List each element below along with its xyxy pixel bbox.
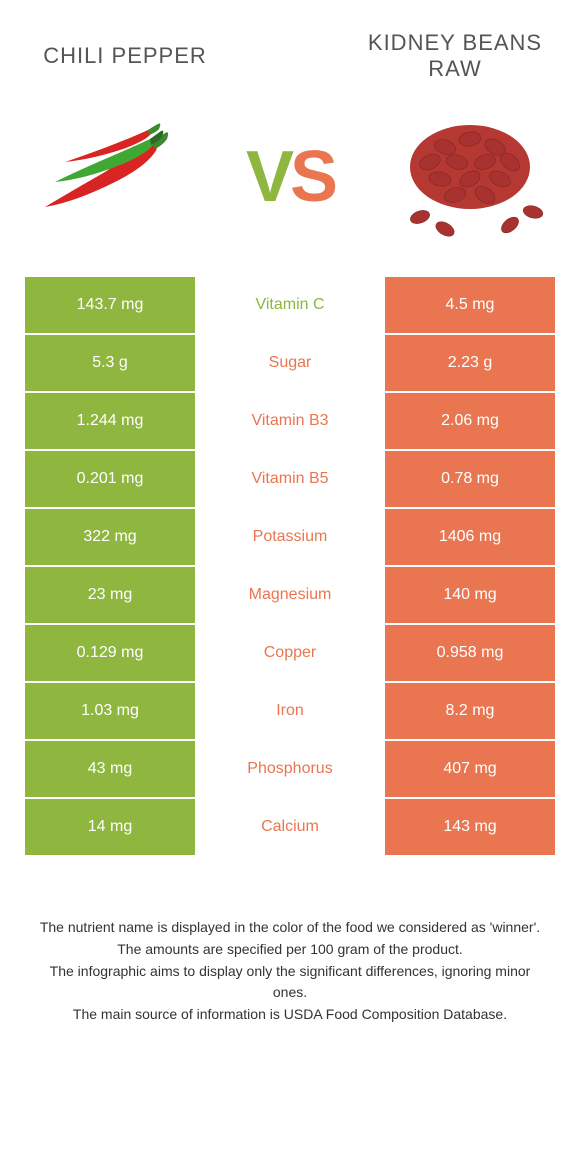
nutrient-label: Phosphorus — [195, 741, 385, 797]
right-value: 4.5 mg — [385, 277, 555, 333]
right-value: 0.958 mg — [385, 625, 555, 681]
right-value: 407 mg — [385, 741, 555, 797]
right-value: 0.78 mg — [385, 451, 555, 507]
table-row: 0.201 mgVitamin B50.78 mg — [25, 451, 555, 509]
right-value: 140 mg — [385, 567, 555, 623]
chili-pepper-image — [25, 107, 195, 247]
left-food-title: Chili pepper — [25, 43, 225, 69]
vs-label: VS — [246, 136, 334, 218]
right-value: 8.2 mg — [385, 683, 555, 739]
table-row: 322 mgPotassium1406 mg — [25, 509, 555, 567]
left-value: 0.201 mg — [25, 451, 195, 507]
right-value: 143 mg — [385, 799, 555, 855]
table-row: 43 mgPhosphorus407 mg — [25, 741, 555, 799]
left-value: 0.129 mg — [25, 625, 195, 681]
kidney-beans-image — [385, 107, 555, 247]
nutrient-label: Vitamin C — [195, 277, 385, 333]
footer-line: The nutrient name is displayed in the co… — [35, 917, 545, 938]
nutrient-table: 143.7 mgVitamin C4.5 mg5.3 gSugar2.23 g1… — [25, 277, 555, 857]
table-row: 14 mgCalcium143 mg — [25, 799, 555, 857]
footer-line: The amounts are specified per 100 gram o… — [35, 939, 545, 960]
right-food-title: Kidney beans raw — [355, 30, 555, 82]
right-value: 2.06 mg — [385, 393, 555, 449]
nutrient-label: Potassium — [195, 509, 385, 565]
nutrient-label: Iron — [195, 683, 385, 739]
nutrient-label: Vitamin B5 — [195, 451, 385, 507]
footer-line: The main source of information is USDA F… — [35, 1004, 545, 1025]
table-row: 5.3 gSugar2.23 g — [25, 335, 555, 393]
table-row: 1.03 mgIron8.2 mg — [25, 683, 555, 741]
images-row: VS — [25, 102, 555, 252]
header: Chili pepper Kidney beans raw — [25, 30, 555, 82]
vs-v: V — [246, 136, 290, 218]
nutrient-label: Copper — [195, 625, 385, 681]
right-value: 2.23 g — [385, 335, 555, 391]
left-value: 322 mg — [25, 509, 195, 565]
left-value: 43 mg — [25, 741, 195, 797]
nutrient-label: Vitamin B3 — [195, 393, 385, 449]
table-row: 143.7 mgVitamin C4.5 mg — [25, 277, 555, 335]
vs-s: S — [290, 136, 334, 218]
footer-notes: The nutrient name is displayed in the co… — [25, 917, 555, 1025]
left-value: 23 mg — [25, 567, 195, 623]
footer-line: The infographic aims to display only the… — [35, 961, 545, 1003]
nutrient-label: Magnesium — [195, 567, 385, 623]
left-value: 1.03 mg — [25, 683, 195, 739]
left-value: 143.7 mg — [25, 277, 195, 333]
table-row: 1.244 mgVitamin B32.06 mg — [25, 393, 555, 451]
nutrient-label: Sugar — [195, 335, 385, 391]
table-row: 23 mgMagnesium140 mg — [25, 567, 555, 625]
left-value: 5.3 g — [25, 335, 195, 391]
left-value: 1.244 mg — [25, 393, 195, 449]
nutrient-label: Calcium — [195, 799, 385, 855]
right-value: 1406 mg — [385, 509, 555, 565]
left-value: 14 mg — [25, 799, 195, 855]
table-row: 0.129 mgCopper0.958 mg — [25, 625, 555, 683]
